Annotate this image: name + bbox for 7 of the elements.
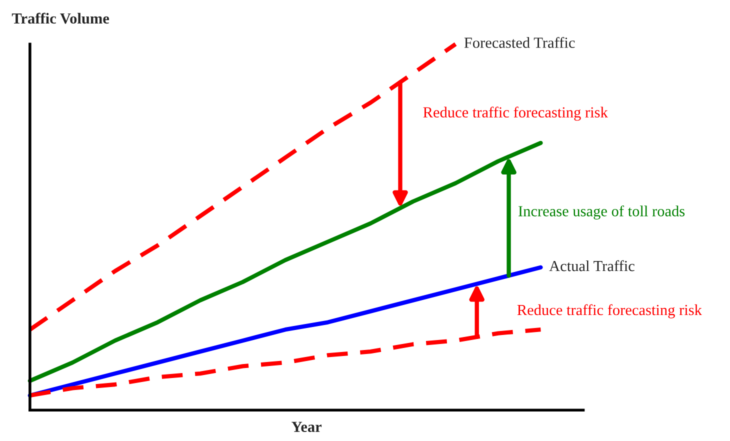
annotation: Reduce traffic forecasting risk (517, 304, 702, 318)
annotation: Increase usage of toll roads (518, 205, 685, 220)
series-label: Forecasted Traffic (464, 37, 575, 48)
series-label: Actual Traffic (549, 260, 634, 272)
x-axis-title: Year (292, 422, 322, 432)
chart-title: Traffic Volume (12, 12, 110, 24)
annotation: Reduce traffic forecasting risk (423, 106, 608, 121)
